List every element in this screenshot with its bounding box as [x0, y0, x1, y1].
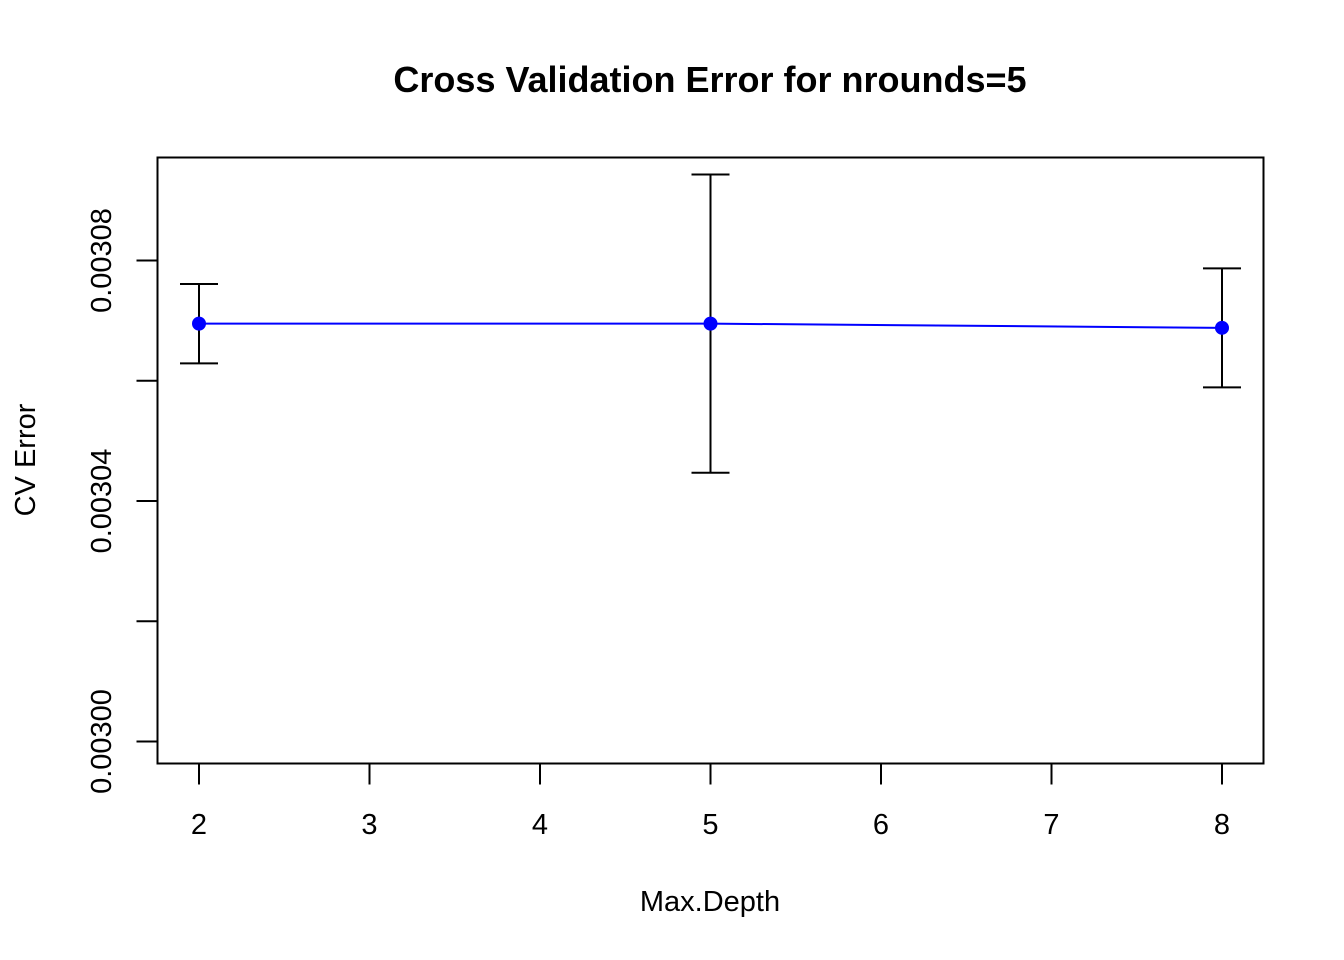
x-axis-label: Max.Depth: [640, 886, 780, 918]
x-tick-label: 6: [873, 809, 889, 841]
data-point: [1215, 320, 1229, 335]
chart-title: Cross Validation Error for nrounds=5: [393, 59, 1026, 100]
y-tick-label: 0.00308: [86, 208, 118, 313]
x-tick-label: 8: [1214, 809, 1230, 841]
x-tick-label: 7: [1043, 809, 1059, 841]
y-axis-label: CV Error: [10, 403, 42, 516]
y-axis: 0.00300 0.00304 0.00308: [86, 208, 159, 794]
y-tick-label: 0.00304: [86, 449, 118, 554]
data-series: [180, 173, 1241, 474]
x-tick-label: 3: [361, 809, 377, 841]
y-tick-label: 0.00300: [86, 689, 118, 794]
data-point: [192, 316, 206, 331]
data-point: [703, 316, 718, 331]
x-tick-label: 2: [191, 809, 207, 841]
x-axis: 2 3 4 5 6 7 8: [191, 762, 1230, 841]
x-tick-label: 5: [702, 809, 718, 841]
x-tick-label: 4: [532, 809, 548, 841]
